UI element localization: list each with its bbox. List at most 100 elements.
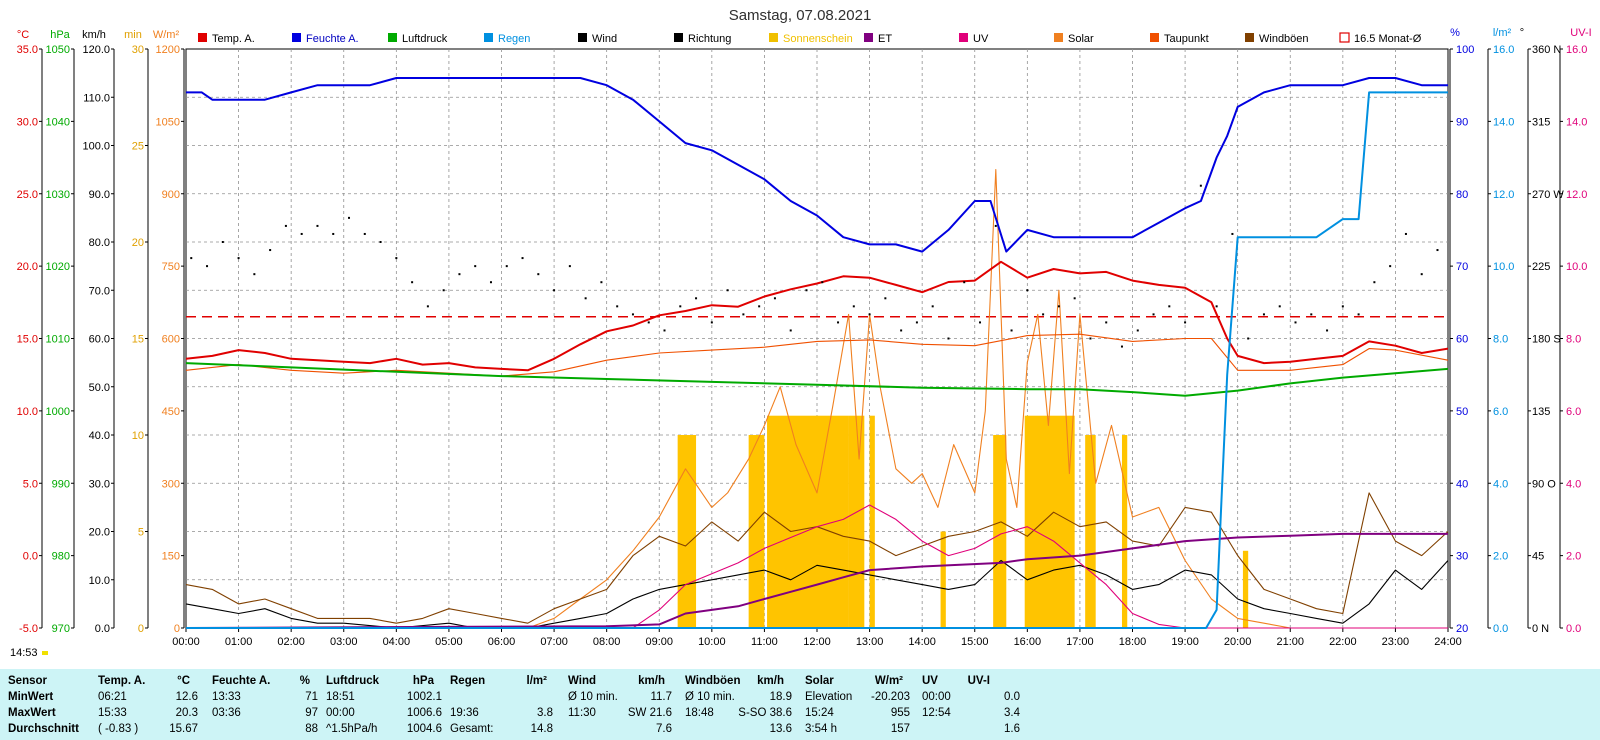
tick-label: 8.0 [1566,334,1581,346]
x-tick-label: 09:00 [645,636,673,648]
feuchte-a-line [186,77,1448,253]
stats-cell-time: 06:21 [98,691,127,703]
legend-label: 16.5 Monat-Ø [1354,33,1422,45]
sunshine-bar [677,435,697,628]
axis-unit: min [124,29,142,41]
stats-cell-time: 18:51 [326,691,355,703]
tick-label: 90 O [1532,478,1556,490]
direction-point [284,224,287,227]
stats-cell-value: 20.3 [175,707,198,719]
direction-point [1326,329,1329,332]
direction-point [442,289,445,292]
tick-label: 70.0 [89,285,110,297]
tick-label: 40.0 [89,430,110,442]
direction-point [1089,337,1092,340]
tick-label: 20.0 [17,261,38,273]
direction-point [963,281,966,284]
tick-label: 5.0 [23,478,38,490]
sunshine-bar [848,415,865,628]
sunshine-bar [1242,550,1249,628]
regen-line [186,91,1448,629]
tick-label: 980 [52,551,70,563]
direction-point [1168,305,1171,308]
legend: Temp. A. Feuchte A. Luftdruck Regen Wind Rich… [198,32,1422,45]
stats-cell-time: ^1.5hPa/h [326,723,378,735]
axis-unit: W/m² [153,29,180,41]
axis-unit: UV-I [1570,27,1591,39]
x-tick-label: 11:00 [751,636,778,648]
tick-label: 30.0 [17,116,38,128]
tick-label: 20.0 [89,527,110,539]
tick-label: 10.0 [1493,261,1514,273]
legend-swatch [959,33,968,42]
tick-label: 80 [1456,189,1468,201]
direction-point [190,257,193,260]
stats-header: Feuchte A. [212,675,271,687]
luftdruck-line [185,362,1449,397]
stats-cell-time: Gesamt: [450,723,494,735]
stats-header: Windböen [685,675,741,687]
tick-label: -5.0 [19,623,38,635]
legend-swatch [1150,33,1159,42]
direction-point [1073,297,1076,300]
direction-point [1057,305,1060,308]
direction-point [348,216,351,219]
taupunkt-line [185,333,1449,377]
direction-point [947,337,950,340]
x-tick-label: 21:00 [1276,636,1304,648]
stats-cell-time: 18:48 [685,707,714,719]
direction-point [647,321,650,324]
tick-label: 1040 [46,116,70,128]
tick-label: 225 [1532,261,1550,273]
direction-point [931,305,934,308]
tick-label: 0 N [1532,623,1549,635]
tick-label: 1010 [46,334,70,346]
stats-header: UV [922,675,938,687]
tick-label: 4.0 [1566,478,1581,490]
tick-label: 25 [132,141,144,153]
sunshine-bar [993,435,1007,628]
stats-cell-time: ( -0.83 ) [98,723,139,735]
direction-point [253,273,256,276]
tick-label: 6.0 [1566,406,1581,418]
sunshine-bar [748,435,765,628]
stats-cell-value: 0.0 [1004,691,1020,703]
direction-point [1215,305,1218,308]
tick-label: 30.0 [89,478,110,490]
legend-label: Luftdruck [402,33,448,45]
stats-cell-value: S-SO 38.6 [738,707,792,719]
tick-label: 10.0 [89,575,110,587]
axis-unit: % [1450,27,1460,39]
stats-header-unit: °C [177,675,190,687]
tick-label: 60 [1456,334,1468,346]
stats-cell-value: 1002.1 [406,691,442,703]
stats-cell-value: 1.6 [1004,723,1020,735]
direction-point [568,265,571,268]
tick-label: 20 [132,237,144,249]
stats-cell-value: 1006.6 [406,707,442,719]
direction-point [411,281,414,284]
direction-point [1436,249,1439,252]
tick-label: 60.0 [89,334,110,346]
direction-point [679,305,682,308]
stats-header: Solar [805,675,834,687]
legend-swatch [769,33,778,42]
stats-header-unit: W/m² [874,675,903,687]
stats-cell-value: 7.6 [656,723,672,735]
stats-cell-value: 71 [305,691,318,703]
direction-point [710,321,713,324]
direction-point [1026,289,1029,292]
sunshine-bar [940,531,946,628]
direction-point [979,321,982,324]
tick-label: 970 [52,623,70,635]
direction-point [726,289,729,292]
tick-label: 0.0 [1493,623,1508,635]
stats-cell-time: 00:00 [922,691,951,703]
tick-label: 150 [162,551,180,563]
direction-point [1199,184,1202,187]
x-tick-label: 14:00 [908,636,936,648]
x-tick-label: 10:00 [698,636,726,648]
tick-label: 270 W [1532,189,1564,201]
direction-point [1420,273,1423,276]
stats-header-unit: l/m² [526,675,547,687]
